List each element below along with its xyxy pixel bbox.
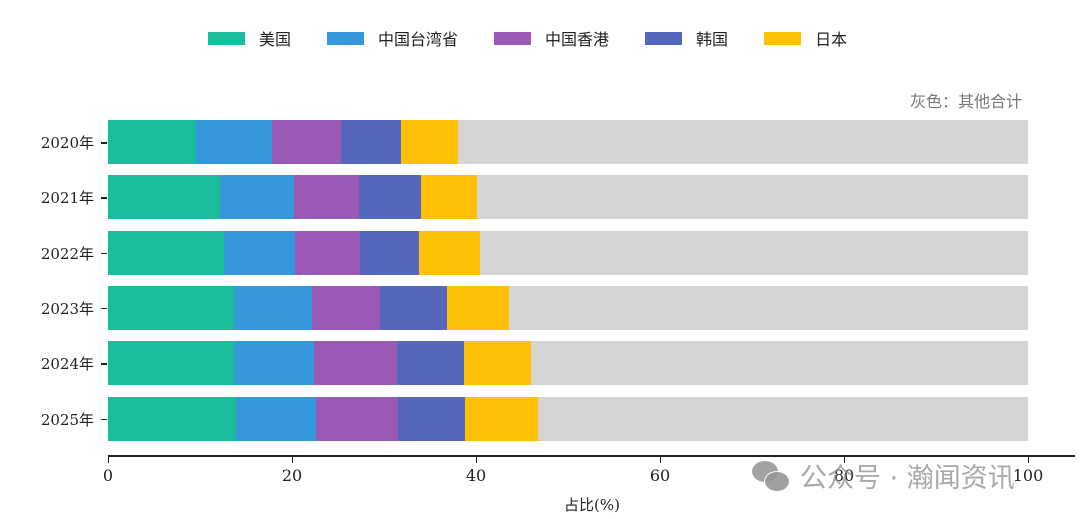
bar-segment bbox=[418, 230, 480, 275]
legend-label: 韩国 bbox=[696, 30, 729, 49]
bar-segment bbox=[446, 285, 510, 330]
bar-segment bbox=[294, 230, 361, 275]
x-tick-label: 40 bbox=[465, 466, 487, 485]
bar-segment bbox=[420, 175, 477, 220]
bar-segment bbox=[457, 120, 1028, 164]
x-tick bbox=[1028, 456, 1030, 463]
y-tick-label: 2025年 bbox=[40, 410, 94, 429]
x-tick-label: 80 bbox=[833, 466, 855, 485]
y-tick bbox=[101, 363, 107, 365]
bar-segment bbox=[108, 285, 235, 330]
bar-segment bbox=[108, 120, 197, 164]
bar-segment bbox=[509, 285, 1028, 330]
wechat-icon bbox=[750, 459, 792, 493]
y-tick bbox=[101, 307, 107, 310]
x-tick bbox=[660, 456, 662, 463]
bar-segment bbox=[401, 120, 458, 164]
bar-segment bbox=[234, 341, 315, 386]
legend-swatch bbox=[764, 31, 802, 45]
bar-segment bbox=[235, 396, 316, 441]
legend-label: 中国台湾省 bbox=[378, 30, 459, 49]
x-tick bbox=[292, 456, 294, 463]
bar-segment bbox=[271, 120, 341, 164]
legend-label: 日本 bbox=[815, 30, 848, 49]
y-tick-label: 2023年 bbox=[40, 299, 94, 318]
bar-segment bbox=[380, 285, 447, 330]
bar-segment bbox=[293, 175, 360, 220]
x-tick-label: 100 bbox=[1012, 466, 1044, 485]
y-tick bbox=[101, 418, 107, 420]
x-axis-label: 占比(%) bbox=[564, 496, 620, 514]
y-tick bbox=[101, 197, 107, 199]
bar-segment bbox=[397, 396, 465, 441]
bar-segment bbox=[479, 230, 1028, 275]
bar-segment bbox=[396, 341, 465, 386]
bar-segment bbox=[464, 396, 538, 441]
bar-row bbox=[108, 230, 1028, 275]
bar-segment bbox=[315, 396, 398, 441]
bar-segment bbox=[312, 285, 381, 330]
bar-segment bbox=[531, 341, 1028, 386]
y-tick-label: 2024年 bbox=[40, 355, 94, 374]
watermark-text: 公众号 · 瀚闻资讯 bbox=[800, 463, 1015, 494]
legend-item-taiwan: 中国台湾省 bbox=[327, 26, 458, 50]
bar-segment bbox=[537, 396, 1028, 441]
bar-segment bbox=[476, 175, 1028, 220]
bar-segment bbox=[340, 120, 402, 164]
bar-segment bbox=[108, 175, 221, 220]
bar-row bbox=[108, 341, 1028, 386]
bar-segment bbox=[223, 230, 295, 275]
legend-item-usa: 美国 bbox=[208, 26, 291, 50]
bar-row bbox=[108, 396, 1028, 441]
legend-swatch bbox=[208, 31, 245, 45]
legend-swatch bbox=[327, 31, 365, 45]
bar-segment bbox=[196, 120, 272, 164]
bar-segment bbox=[314, 341, 397, 386]
y-tick-label: 2021年 bbox=[40, 189, 94, 208]
legend-item-hongkong: 中国香港 bbox=[494, 26, 609, 50]
bar-segment bbox=[108, 396, 236, 441]
bar-segment bbox=[108, 230, 224, 275]
x-tick-label: 0 bbox=[102, 466, 114, 485]
bar-segment bbox=[360, 230, 419, 275]
bar-segment bbox=[108, 341, 235, 386]
legend-label: 美国 bbox=[259, 30, 292, 49]
legend: 美国 中国台湾省 中国香港 韩国 日本 bbox=[208, 26, 883, 50]
bar-segment bbox=[234, 285, 313, 330]
legend-swatch bbox=[494, 31, 532, 45]
y-tick-label: 2020年 bbox=[40, 134, 94, 152]
x-axis-line bbox=[108, 455, 1075, 457]
watermark: 公众号 · 瀚闻资讯 bbox=[750, 456, 1015, 495]
bar-row bbox=[108, 285, 1028, 330]
x-tick bbox=[476, 456, 478, 463]
bar-segment bbox=[464, 341, 532, 386]
bar-segment bbox=[359, 175, 421, 220]
x-tick-label: 60 bbox=[649, 466, 671, 485]
bar-segment bbox=[220, 175, 294, 220]
legend-item-korea: 韩国 bbox=[645, 26, 728, 50]
x-tick bbox=[844, 456, 846, 463]
legend-swatch bbox=[645, 31, 683, 45]
y-tick bbox=[101, 142, 107, 144]
bar-row bbox=[108, 175, 1028, 220]
gray-note: 灰色：其他合计 bbox=[909, 92, 1022, 111]
legend-item-japan: 日本 bbox=[764, 26, 847, 50]
x-tick bbox=[108, 456, 110, 463]
x-tick-label: 20 bbox=[281, 466, 303, 485]
y-tick-label: 2022年 bbox=[40, 244, 94, 263]
legend-label: 中国香港 bbox=[545, 30, 610, 49]
y-tick bbox=[101, 252, 107, 255]
bar-row bbox=[108, 120, 1028, 164]
